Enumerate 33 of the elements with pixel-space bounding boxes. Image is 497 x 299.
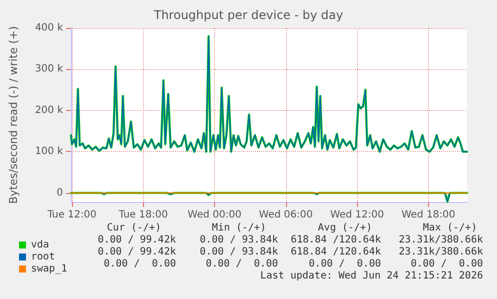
text: 23.31k/380.66k — [398, 234, 483, 246]
text: Last update: Wed Jun 24 21:15:21 2026 — [260, 270, 483, 282]
x-tick-label: Tue 18:00 — [118, 210, 168, 220]
y-axis-title: Bytes/second read (-) / write (+) — [7, 26, 20, 204]
x-tick-label: Wed 12:00 — [330, 210, 384, 220]
text: 0.00 / 99.42k — [98, 246, 176, 258]
text: 23.31k/380.66k — [398, 246, 483, 258]
text: Cur (-/+) — [106, 222, 162, 234]
text: 0.00 / 0.00 — [410, 258, 483, 270]
y-tick-label: 200 k — [34, 104, 64, 116]
legend-label: swap_1 — [31, 264, 68, 274]
y-tick-label: 300 k — [34, 64, 64, 75]
text: 0.00 / 0.00 — [308, 258, 381, 270]
text: 0.00 / 99.42k — [98, 234, 176, 246]
text: 618.84 /120.64k — [290, 234, 381, 246]
text: 0.00 / 93.84k — [200, 246, 278, 258]
x-tick-label: Wed 06:00 — [258, 210, 313, 220]
x-tick-label: Wed 18:00 — [401, 210, 456, 220]
y-tick-label: 400 k — [34, 22, 64, 34]
legend-label: root — [31, 252, 56, 262]
text: Avg (-/+) — [318, 222, 372, 234]
x-tick-label: Tue 12:00 — [46, 210, 97, 220]
y-tick-label: 100 k — [34, 146, 64, 158]
chart-title: Throughput per device - by day — [152, 8, 344, 22]
text: 618.84 /120.64k — [290, 246, 381, 258]
legend-label: vda — [31, 240, 50, 250]
text: 0.00 / 0.00 — [206, 258, 278, 270]
text: 0.00 / 0.00 — [104, 258, 176, 270]
text: 0.00 / 93.84k — [200, 234, 278, 246]
x-tick-label: Wed 00:00 — [188, 210, 242, 220]
text: Max (-/+) — [422, 222, 478, 234]
text: Min (-/+) — [212, 222, 266, 234]
y-tick-label: 0 — [56, 187, 63, 198]
